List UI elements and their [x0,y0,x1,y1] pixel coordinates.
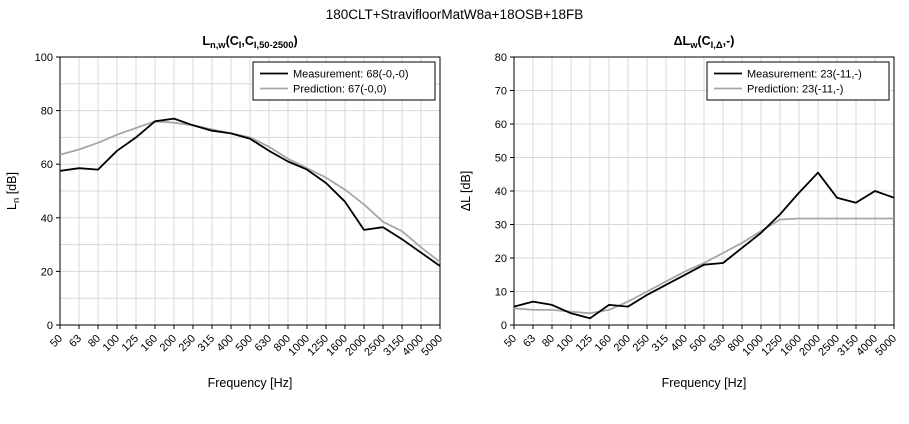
y-tick-label: 50 [494,153,506,165]
x-tick-label: 315 [649,333,670,354]
x-tick-label: 63 [520,333,537,350]
x-tick-label: 200 [157,333,178,354]
x-tick-label: 630 [706,333,727,354]
x-tick-label: 1250 [759,333,785,359]
y-tick-label: 20 [494,253,506,265]
x-tick-label: 100 [554,333,575,354]
x-tick-label: 4000 [854,333,880,359]
x-tick-label: 160 [592,333,613,354]
x-tick-label: 125 [573,333,594,354]
x-tick-label: 80 [539,333,556,350]
x-tick-label: 1250 [305,333,331,359]
x-tick-label: 63 [66,333,83,350]
x-axis-label: Frequency [Hz] [207,376,292,390]
y-tick-label: 100 [34,52,52,64]
x-tick-label: 500 [233,333,254,354]
x-tick-label: 200 [611,333,632,354]
y-tick-label: 30 [494,220,506,232]
chart-title: Ln,w(CI,CI,50-2500) [202,34,297,50]
x-tick-label: 3150 [835,333,861,359]
y-tick-label: 20 [40,266,52,278]
x-tick-label: 1600 [778,333,804,359]
y-tick-label: 60 [494,119,506,131]
x-tick-label: 50 [501,333,518,350]
x-tick-label: 50 [47,333,64,350]
y-axis-label: Ln [dB] [5,172,21,210]
x-tick-label: 125 [119,333,140,354]
x-tick-label: 250 [630,333,651,354]
x-tick-label: 3150 [381,333,407,359]
series-line-1 [513,217,894,315]
series-line-1 [59,120,441,263]
x-tick-label: 2000 [797,333,823,359]
x-tick-label: 4000 [400,333,426,359]
x-tick-label: 1000 [740,333,766,359]
legend-entry-label: Measurement: 23(-11,-) [747,69,862,81]
legend-entry-label: Measurement: 68(-0,-0) [293,69,409,81]
y-tick-label: 0 [500,320,506,332]
grid-lines [59,57,440,325]
x-tick-label: 500 [687,333,708,354]
x-axis-label: Frequency [Hz] [661,376,746,390]
y-axis-label: ΔL [dB] [459,171,473,212]
chart-title: ΔLw(CI,Δ,-) [673,34,734,50]
x-tick-label: 160 [138,333,159,354]
series-lines [59,117,441,267]
series-lines [513,171,894,320]
x-tick-label: 1000 [286,333,312,359]
y-tick-label: 40 [40,213,52,225]
legend-entry-label: Prediction: 23(-11,-) [747,84,843,96]
y-tick-label: 80 [40,106,52,118]
x-tick-label: 2500 [362,333,388,359]
x-tick-label: 630 [252,333,273,354]
y-tick-label: 40 [494,186,506,198]
legend-entry-label: Prediction: 67(-0,0) [293,84,387,96]
grid-lines [513,57,894,325]
x-tick-label: 5000 [419,333,445,359]
x-tick-label: 5000 [873,333,899,359]
x-tick-label: 100 [100,333,121,354]
figure-title: 180CLT+StravifloorMatW8a+18OSB+18FB [325,7,584,22]
y-tick-label: 10 [494,287,506,299]
y-tick-label: 80 [494,52,506,64]
legend: Measurement: 68(-0,-0) Prediction: 67(-0,… [252,61,435,101]
legend: Measurement: 23(-11,-) Prediction: 23(-11… [706,61,889,101]
x-tick-label: 1600 [324,333,350,359]
x-tick-label: 2500 [816,333,842,359]
y-tick-label: 60 [40,159,52,171]
x-tick-label: 250 [176,333,197,354]
x-tick-label: 2000 [343,333,369,359]
x-tick-label: 315 [195,333,216,354]
series-line-0 [59,117,441,267]
y-tick-label: 0 [46,320,52,332]
series-line-0 [513,171,894,320]
x-tick-label: 80 [85,333,102,350]
y-tick-label: 70 [494,86,506,98]
x-tick-label: 400 [214,333,235,354]
x-tick-label: 400 [668,333,689,354]
charts-row: 0 20 40 60 80 100 50 63 80 100 125 160 200 250 315 400 5… [0,27,909,421]
